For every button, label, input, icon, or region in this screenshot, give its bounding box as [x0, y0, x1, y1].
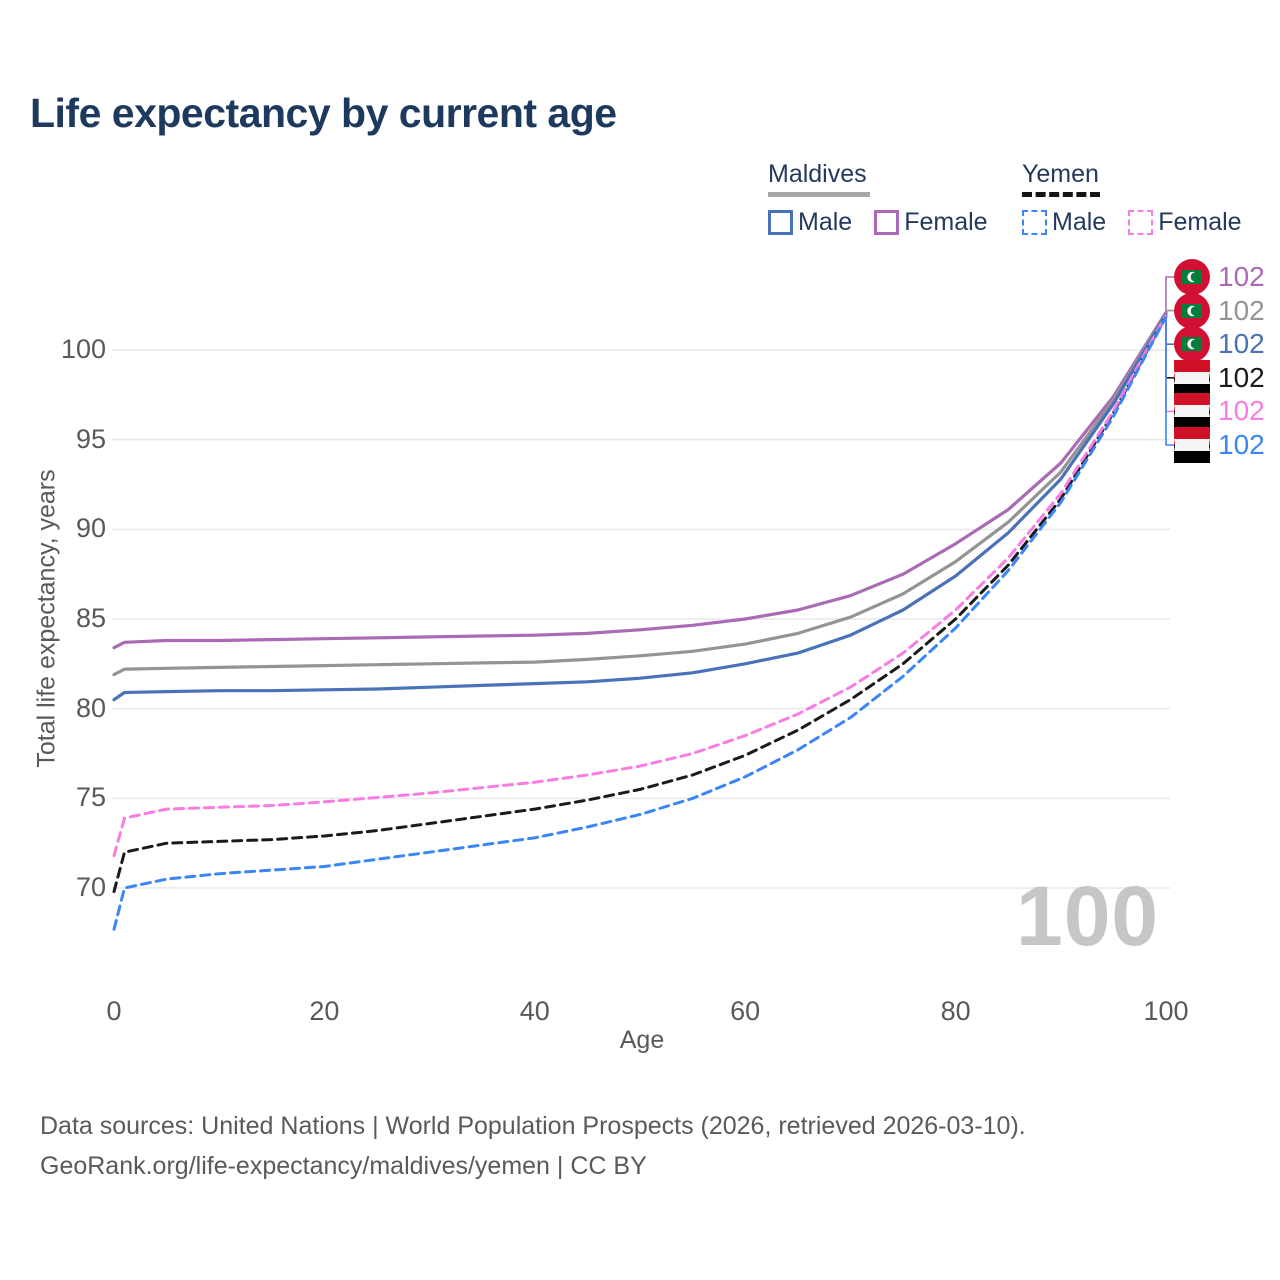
yemen-line-style-swatch — [1022, 192, 1100, 197]
yemen-female-swatch — [1128, 210, 1154, 235]
footer-attribution-link[interactable]: GeoRank.org/life-expectancy/maldives/yem… — [40, 1152, 647, 1180]
x-tick-label: 20 — [309, 996, 340, 1026]
legend-group-maldives: Maldives Male Female — [768, 160, 988, 237]
footer: Data sources: United Nations | World Pop… — [40, 1106, 1026, 1186]
maldives-male-swatch — [768, 210, 793, 235]
chart-title: Life expectancy by current age — [30, 90, 617, 136]
end-label-leader-line — [1165, 309, 1174, 314]
y-tick-label: 100 — [60, 334, 106, 364]
legend-item-yemen-male[interactable]: Male — [1022, 208, 1106, 237]
y-tick-label: 95 — [75, 423, 106, 454]
end-label-value: 102 — [1218, 361, 1265, 393]
end-label-yemen-male: 102 — [1174, 427, 1265, 463]
y-tick-label: 90 — [75, 513, 106, 544]
x-axis-title: Age — [619, 1026, 665, 1054]
series-line-maldives-male[interactable] — [112, 312, 1168, 702]
y-tick-label: 85 — [75, 603, 106, 633]
x-tick-label: 60 — [730, 996, 761, 1026]
end-label-yemen-female: 102 — [1174, 393, 1265, 430]
y-tick-label: 75 — [75, 782, 106, 813]
x-tick-label: 80 — [940, 996, 971, 1026]
maldives-flag-icon — [1174, 259, 1210, 295]
end-label-leader-line — [1165, 314, 1174, 345]
series-line-yemen-both[interactable] — [112, 314, 1168, 894]
legend-group-yemen: Yemen Male Female — [1022, 160, 1242, 237]
maldives-line-style-swatch — [768, 192, 870, 197]
legend-item-maldives-male[interactable]: Male — [768, 208, 852, 237]
series-line-yemen-female[interactable] — [112, 313, 1168, 858]
end-label-leader-line — [1165, 315, 1174, 379]
end-label-leader-line — [1165, 316, 1174, 446]
end-label-yemen-both: 102 — [1174, 359, 1265, 396]
maldives-female-swatch — [874, 210, 900, 235]
end-label-value: 102 — [1218, 261, 1265, 292]
end-label-value: 102 — [1218, 294, 1265, 326]
legend-item-yemen-female[interactable]: Female — [1128, 208, 1242, 237]
end-label-value: 102 — [1218, 429, 1265, 460]
series-line-yemen-male[interactable] — [112, 315, 1168, 931]
end-label-maldives-male: 102 — [1174, 326, 1265, 363]
x-tick-label: 100 — [1143, 996, 1189, 1026]
series-line-maldives-both[interactable] — [112, 311, 1168, 677]
end-label-maldives-female: 102 — [1174, 259, 1265, 295]
series-line-maldives-female[interactable] — [112, 310, 1168, 650]
yemen-flag-icon — [1174, 393, 1210, 430]
yemen-flag-icon — [1174, 427, 1210, 463]
footer-data-sources: Data sources: United Nations | World Pop… — [40, 1112, 1026, 1140]
maldives-flag-icon — [1174, 326, 1210, 363]
legend-country-maldives[interactable]: Maldives — [768, 160, 867, 188]
legend-country-yemen[interactable]: Yemen — [1022, 160, 1099, 188]
end-label-value: 102 — [1218, 328, 1265, 360]
end-label-leader-line — [1165, 315, 1174, 413]
legend-item-maldives-female[interactable]: Female — [874, 208, 988, 237]
end-label-value: 102 — [1218, 395, 1265, 427]
yemen-flag-icon — [1174, 359, 1210, 396]
end-label-leader-line — [1165, 276, 1174, 313]
y-tick-label: 80 — [75, 692, 106, 723]
x-tick-label: 40 — [519, 996, 550, 1026]
age-watermark: 100 — [1016, 869, 1160, 963]
end-label-maldives-both: 102 — [1174, 292, 1265, 329]
x-tick-label: 0 — [106, 996, 122, 1026]
yemen-male-swatch — [1022, 210, 1047, 235]
y-tick-label: 70 — [75, 872, 106, 903]
maldives-flag-icon — [1174, 292, 1210, 329]
